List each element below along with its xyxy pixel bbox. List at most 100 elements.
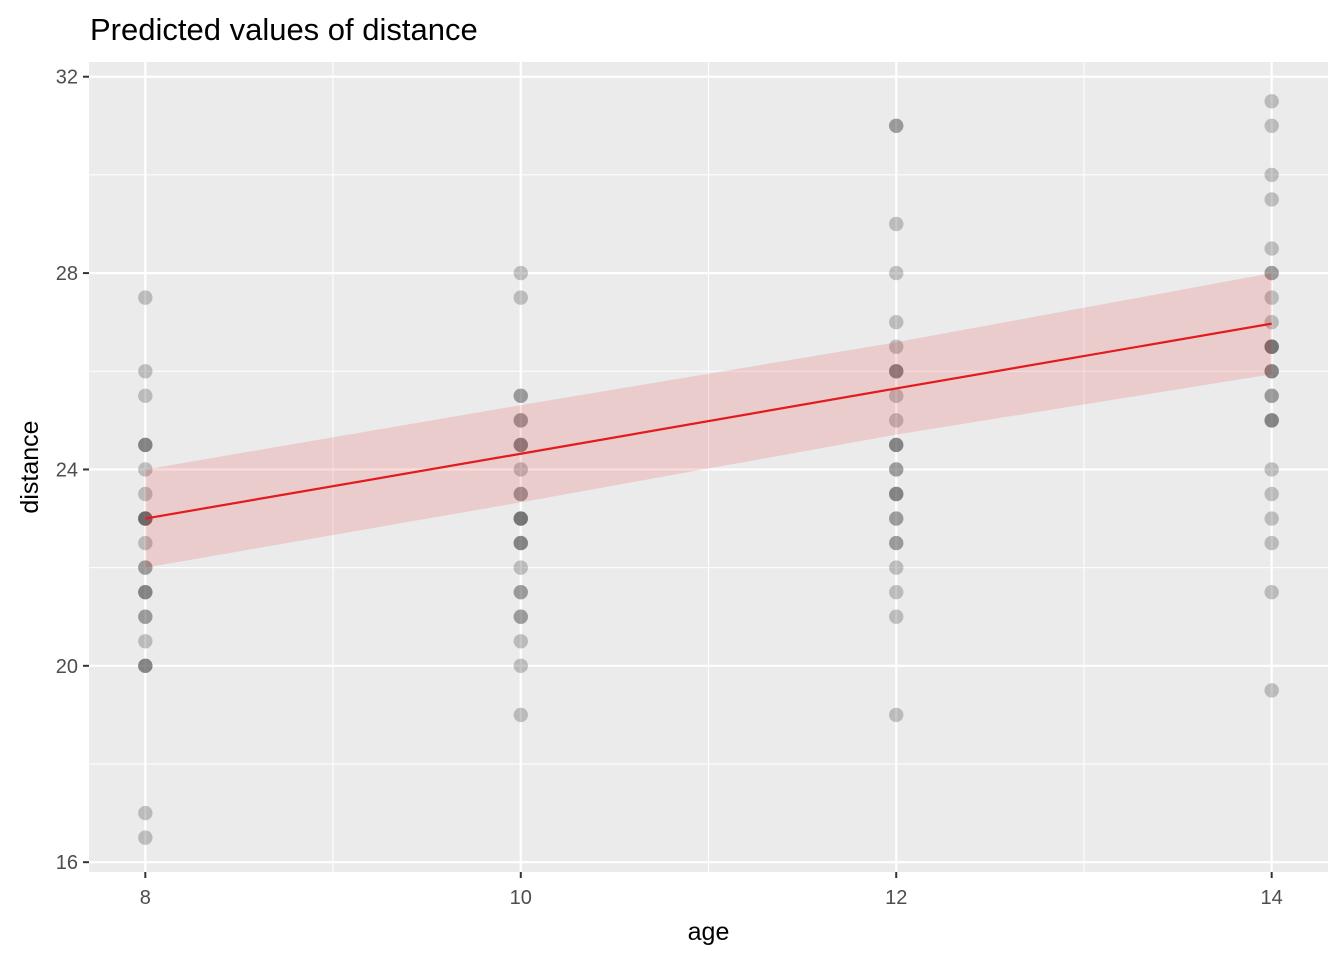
data-point: [513, 584, 528, 600]
data-point: [138, 388, 153, 404]
x-tick-label: 12: [885, 887, 907, 909]
y-axis: 16 20 24 28 32: [56, 67, 89, 874]
data-point: [1264, 339, 1279, 354]
data-point: [513, 560, 528, 575]
y-tick-label: 20: [56, 656, 78, 678]
data-point: [889, 486, 904, 502]
data-point: [513, 462, 528, 477]
data-point: [889, 339, 904, 354]
data-point: [138, 634, 153, 649]
x-tick-label: 14: [1261, 887, 1283, 909]
data-point: [513, 535, 528, 551]
data-point: [889, 364, 904, 379]
data-point: [889, 413, 904, 428]
data-point: [1264, 339, 1279, 354]
data-point: [138, 658, 153, 674]
data-points: [138, 94, 1279, 845]
data-point: [138, 805, 153, 821]
data-point: [513, 486, 528, 502]
data-point: [1264, 413, 1279, 428]
data-point: [889, 609, 904, 624]
data-point: [138, 437, 153, 453]
data-point: [513, 437, 528, 453]
data-point: [1264, 167, 1279, 183]
data-point: [513, 511, 528, 526]
data-point: [889, 437, 904, 453]
data-point: [1264, 486, 1279, 502]
data-point: [889, 388, 904, 404]
data-point: [513, 388, 528, 404]
data-point: [889, 560, 904, 575]
data-point: [513, 609, 528, 624]
data-point: [1264, 511, 1279, 526]
data-point: [138, 658, 153, 674]
data-point: [889, 364, 904, 379]
x-tick-label: 8: [140, 887, 151, 909]
y-tick-label: 16: [56, 852, 78, 874]
data-point: [138, 290, 153, 305]
data-point: [889, 511, 904, 526]
data-point: [513, 437, 528, 453]
data-point: [513, 707, 528, 723]
data-point: [889, 314, 904, 330]
y-axis-title: distance: [16, 420, 44, 513]
data-point: [513, 265, 528, 281]
data-point: [1264, 265, 1279, 281]
x-axis-title: age: [688, 918, 730, 946]
data-point: [1264, 413, 1279, 428]
y-tick-label: 24: [56, 459, 78, 481]
major-gridlines: [89, 62, 1328, 872]
minor-gridlines: [89, 62, 1328, 872]
data-point: [889, 462, 904, 477]
data-point: [513, 511, 528, 526]
data-point: [1264, 364, 1279, 379]
data-point: [138, 609, 153, 624]
data-point: [138, 560, 153, 575]
data-point: [889, 364, 904, 379]
data-point: [1264, 339, 1279, 354]
data-point: [1264, 364, 1279, 379]
data-point: [513, 584, 528, 600]
data-point: [1264, 388, 1279, 404]
data-point: [513, 388, 528, 404]
data-point: [889, 118, 904, 134]
data-point: [1264, 192, 1279, 207]
data-point: [138, 364, 153, 379]
predicted-line: [145, 322, 1272, 520]
data-point: [889, 486, 904, 502]
data-point: [889, 535, 904, 551]
data-point: [1264, 584, 1279, 600]
data-point: [138, 584, 153, 600]
data-point: [1264, 388, 1279, 404]
data-point: [889, 486, 904, 502]
x-tick-label: 10: [510, 887, 532, 909]
data-point: [889, 437, 904, 453]
data-point: [1264, 535, 1279, 551]
data-point: [1264, 339, 1279, 354]
y-tick-label: 32: [56, 67, 78, 89]
data-point: [513, 486, 528, 502]
data-point: [889, 707, 904, 723]
data-point: [1264, 314, 1279, 330]
data-point: [513, 535, 528, 551]
data-point: [513, 511, 528, 526]
data-point: [889, 118, 904, 134]
data-point: [138, 486, 153, 502]
data-point: [138, 830, 153, 845]
data-point: [138, 437, 153, 453]
data-point: [513, 634, 528, 649]
data-point: [138, 658, 153, 674]
data-point: [513, 413, 528, 428]
y-tick-label: 28: [56, 263, 78, 285]
data-point: [889, 462, 904, 477]
data-point: [1264, 364, 1279, 379]
data-point: [889, 265, 904, 281]
data-point: [138, 560, 153, 575]
data-point: [1264, 413, 1279, 428]
data-point: [513, 290, 528, 305]
data-point: [138, 609, 153, 624]
data-point: [138, 437, 153, 453]
data-point: [138, 462, 153, 477]
